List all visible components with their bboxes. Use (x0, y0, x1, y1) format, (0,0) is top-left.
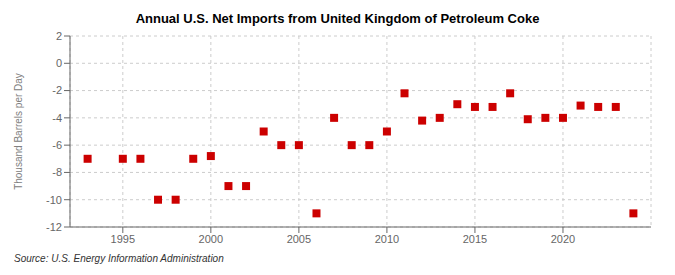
svg-text:-2: -2 (52, 84, 62, 96)
svg-text:2010: 2010 (375, 233, 399, 245)
svg-text:0: 0 (56, 57, 62, 69)
svg-text:1995: 1995 (111, 233, 135, 245)
svg-text:-6: -6 (52, 139, 62, 151)
html-text:Source: U.S. Energy Informatio: Source: U.S. Energy Information Administ… (14, 253, 224, 264)
svg-text:2: 2 (56, 30, 62, 42)
svg-text:2015: 2015 (463, 233, 487, 245)
svg-text:2020: 2020 (551, 233, 575, 245)
svg-text:-4: -4 (52, 112, 62, 124)
svg-text:Thousand Barrels per Day: Thousand Barrels per Day (13, 73, 24, 190)
svg-text:-8: -8 (52, 166, 62, 178)
svg-text:2000: 2000 (199, 233, 223, 245)
svg-text:-10: -10 (46, 194, 62, 206)
svg-text:-12: -12 (46, 221, 62, 233)
html-text:Annual U.S. Net Imports from U: Annual U.S. Net Imports from United King… (135, 11, 540, 26)
svg-text:2005: 2005 (287, 233, 311, 245)
